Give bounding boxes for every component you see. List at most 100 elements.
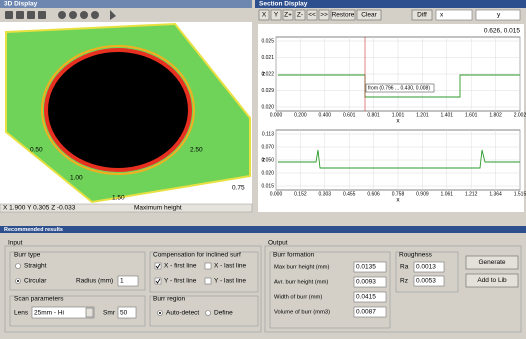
button-label: Z- — [297, 12, 303, 19]
checkbox-label: X - first line — [164, 263, 197, 270]
button-label: Generate — [478, 259, 505, 266]
y-tick-label: 0.029 — [261, 88, 274, 94]
y-tick-label: 0.113 — [262, 131, 274, 137]
checkbox-label: Y - first line — [164, 278, 197, 285]
output-label: Ra — [400, 264, 409, 271]
radio-label: Straight — [24, 263, 47, 270]
status-text: X 1.900 Y 0.305 Z -0.033 — [3, 205, 76, 212]
group-label: Output — [268, 240, 288, 247]
annotation: from (0.796 ... 0.430, 0.008) — [368, 85, 430, 91]
axis-label: 0.75 — [232, 185, 245, 192]
y-tick-label: 0.015 — [261, 183, 274, 189]
x-tick-label: 0.303 — [319, 191, 332, 197]
axis-label: 1.00 — [70, 175, 83, 182]
group-label: Scan parameters — [14, 296, 64, 303]
x-tick-label: 1.201 — [416, 112, 429, 118]
x-tick-label: 1.515 — [514, 191, 526, 197]
output-value: 0.0053 — [416, 278, 436, 285]
axis-label: z — [262, 71, 265, 78]
x-tick-label: 1.364 — [489, 191, 502, 197]
y-tick-label: 0.025 — [261, 38, 274, 44]
field-value: 25mm - Hi — [34, 310, 64, 317]
output-label: Avr. burr height (mm) — [274, 280, 328, 286]
panel-title: Recommended results — [4, 227, 63, 233]
x-tick-label: 1.401 — [441, 112, 454, 118]
window-title: Section Display — [259, 1, 308, 8]
output-label: Rz — [400, 278, 408, 285]
radio-label: Define — [214, 310, 233, 317]
x-tick-label: 1.212 — [465, 191, 478, 197]
button-label: Y — [274, 12, 279, 19]
checkbox[interactable] — [205, 263, 211, 269]
radio-dot — [159, 312, 161, 314]
title-bar — [0, 0, 252, 8]
group-label: Burr region — [153, 296, 186, 303]
axis-label: 0.50 — [30, 147, 43, 154]
button-label: Diff — [417, 12, 427, 19]
button-label: Restore — [332, 12, 355, 19]
burr-hole — [46, 50, 190, 170]
field-value: 50 — [120, 310, 128, 317]
status-mode: Maximum height — [134, 205, 182, 212]
field-value: 1 — [120, 278, 124, 285]
x-tick-label: 1.802 — [489, 112, 502, 118]
button-label: >> — [320, 12, 328, 19]
toolbar — [0, 8, 252, 22]
x-tick-label: 0.455 — [343, 191, 356, 197]
field-label: Smr — [103, 310, 116, 317]
radio[interactable] — [206, 311, 211, 316]
output-label: Max burr height (mm) — [274, 265, 329, 271]
x-tick-label: 1.061 — [441, 191, 454, 197]
axis-label: z — [262, 157, 265, 164]
checkbox[interactable] — [155, 263, 161, 269]
button-label: Z+ — [284, 12, 292, 19]
y-tick-label: 0.020 — [261, 170, 274, 176]
x-tick-label: 0.601 — [343, 112, 356, 118]
y-tick-label: 0.070 — [261, 144, 274, 150]
group-label: Roughness — [399, 252, 433, 259]
x-tick-label: 2.002 — [514, 112, 526, 118]
x-tick-label: 1.601 — [465, 112, 478, 118]
x-tick-label: 0.606 — [367, 191, 380, 197]
x-tick-label: 0.000 — [270, 191, 283, 197]
radio-dot — [17, 280, 19, 282]
axis-label: 2.50 — [190, 147, 203, 154]
cursor-readout: 0.626, 0.015 — [484, 28, 521, 35]
y-tick-label: 0.020 — [261, 104, 274, 110]
title-bar — [0, 226, 526, 233]
field-label: Radius (mm) — [76, 278, 113, 285]
checkbox-label: Y - last line — [214, 278, 246, 285]
x-tick-label: 0.000 — [270, 112, 283, 118]
x-tick-label: 0.909 — [416, 191, 429, 197]
group-label: Input — [8, 240, 23, 247]
output-label: Volume of burr (mm3) — [274, 310, 330, 316]
button-label: Clear — [361, 12, 377, 19]
group-label: Compensation for inclined surf — [153, 252, 241, 259]
output-value: 0.0135 — [356, 264, 376, 271]
checkbox[interactable] — [155, 278, 161, 284]
radio-label: Auto-detect — [166, 310, 199, 317]
x-tick-label: 0.400 — [319, 112, 332, 118]
axis-label: 1.50 — [112, 195, 125, 202]
group-label: Burr formation — [273, 252, 315, 259]
x-tick-label: 0.152 — [294, 191, 307, 197]
button-label: << — [308, 12, 316, 19]
output-value: 0.0087 — [356, 309, 376, 316]
output-value: 0.0093 — [356, 279, 376, 286]
button-label: X — [262, 12, 267, 19]
radio[interactable] — [16, 264, 21, 269]
checkbox[interactable] — [205, 278, 211, 284]
output-value: 0.0013 — [416, 264, 436, 271]
radio-label: Circular — [24, 278, 47, 285]
app: 3D Display 0.50 1.00 1.50 2.50 0.75 X 1.… — [0, 0, 526, 339]
output-label: Width of burr (mm) — [274, 295, 322, 301]
button-label: Add to Lib — [477, 277, 507, 284]
field-label: Lens — [14, 310, 29, 317]
x-tick-label: 0.200 — [294, 112, 307, 118]
dropdown-arrow[interactable] — [86, 308, 93, 317]
window-title: 3D Display — [4, 1, 38, 8]
output-value: 0.0415 — [356, 294, 376, 301]
group-label: Burr type — [14, 252, 41, 259]
checkbox-label: X - last line — [214, 263, 247, 270]
x-tick-label: 0.801 — [367, 112, 380, 118]
